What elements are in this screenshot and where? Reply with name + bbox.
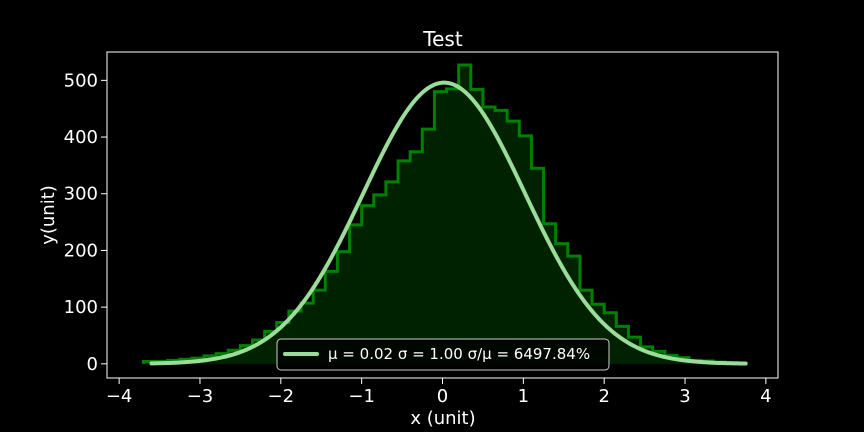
y-tick-label: 400	[64, 127, 98, 148]
x-tick-label: 4	[760, 386, 771, 407]
x-tick-label: 1	[518, 386, 529, 407]
y-tick-label: 500	[64, 70, 98, 91]
x-tick-label: −2	[268, 386, 295, 407]
fit-curve-layer	[149, 80, 748, 366]
y-axis-label: y(unit)	[38, 185, 59, 245]
y-axis: 0 100 200 300 400 500	[64, 70, 107, 375]
histogram-fill	[143, 65, 746, 364]
x-tick-label: −3	[187, 386, 214, 407]
x-tick-label: 2	[598, 386, 609, 407]
histogram-step-outline	[141, 63, 748, 365]
x-axis: −4 −3 −2 −1 0 1 2 3 4	[106, 378, 772, 407]
y-tick-label: 200	[64, 240, 98, 261]
legend: μ = 0.02 σ = 1.00 σ/μ = 6497.84%	[276, 338, 610, 371]
gaussian-fit-line	[149, 80, 748, 366]
x-tick-label: 3	[679, 386, 690, 407]
histogram-layer	[141, 63, 748, 365]
x-tick-label: 0	[437, 386, 448, 407]
x-axis-label: x (unit)	[410, 408, 475, 429]
chart-title: Test	[422, 27, 463, 51]
x-tick-label: −1	[348, 386, 375, 407]
x-tick-label: −4	[106, 386, 133, 407]
legend-fit-label: μ = 0.02 σ = 1.00 σ/μ = 6497.84%	[328, 345, 590, 363]
legend-box	[276, 338, 610, 371]
y-tick-label: 0	[87, 354, 98, 375]
y-tick-label: 100	[64, 297, 98, 318]
y-tick-label: 300	[64, 184, 98, 205]
